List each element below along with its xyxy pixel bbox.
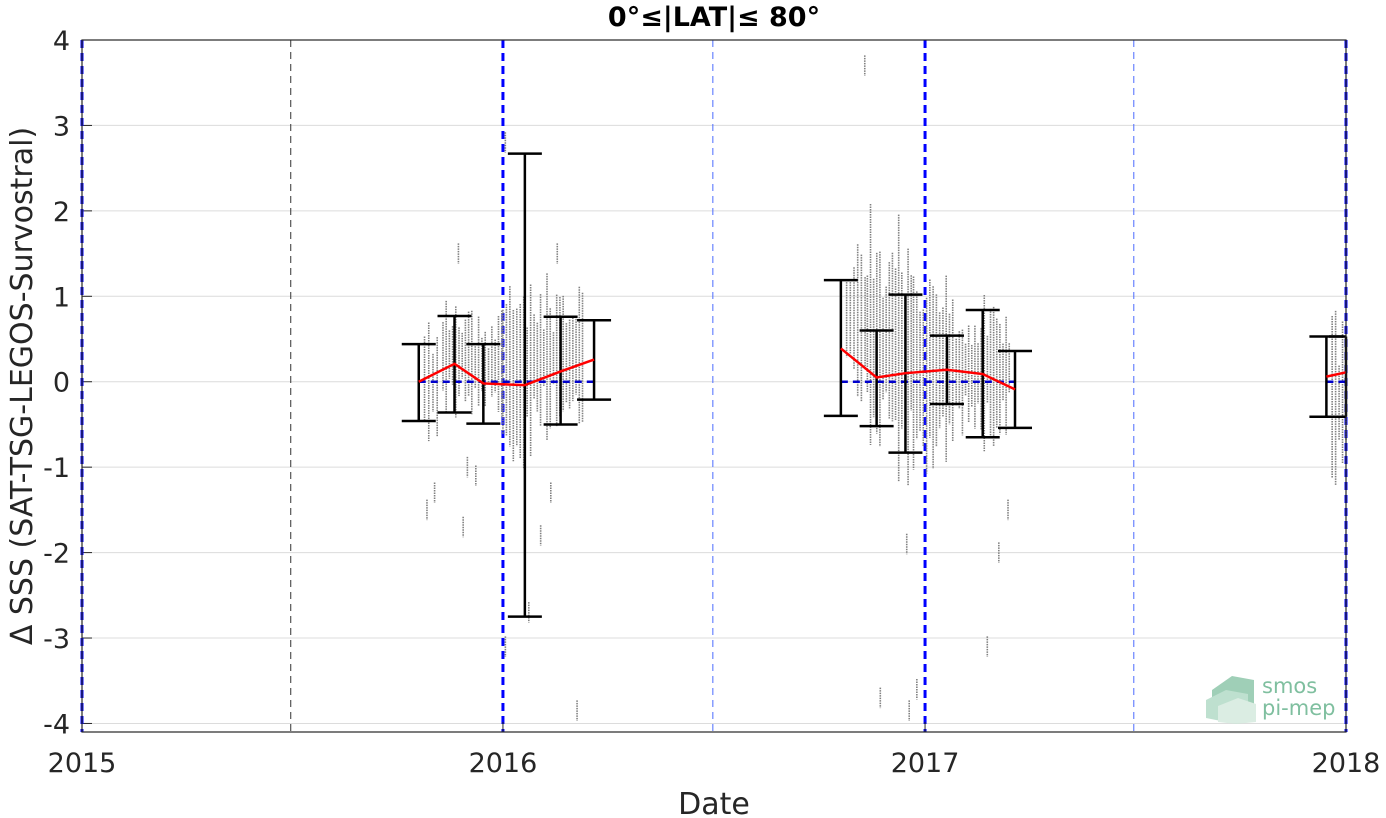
date-reference-lines	[80, 40, 1348, 732]
y-tick-label: 3	[53, 111, 70, 142]
x-tick-labels: 2015 2016 2017 2018	[48, 722, 1381, 779]
y-tick-labels: 4 3 2 1 0 -1 -2 -3 -4	[43, 26, 70, 740]
x-tick-label: 2016	[469, 748, 538, 779]
mean-line-segment	[418, 358, 595, 387]
logo-mark-icon	[1206, 676, 1256, 724]
chart-title: 0°≤|LAT|≤ 80°	[608, 2, 820, 33]
y-tick-label: 1	[53, 282, 70, 313]
grid-lines	[82, 39, 1346, 724]
y-axis-label: Δ SSS (SAT-TSG-LEGOS-Survostral)	[5, 127, 40, 645]
smos-pi-mep-logo: smos pi-mep	[1206, 674, 1335, 724]
y-tick-label: 4	[53, 26, 70, 57]
mean-line-segment	[1326, 371, 1347, 378]
scatter-points	[423, 55, 1347, 721]
error-bar	[401, 342, 436, 423]
y-tick-label: 2	[53, 197, 70, 228]
logo-line2: pi-mep	[1262, 696, 1335, 720]
x-tick-label: 2017	[891, 748, 960, 779]
x-tick-label: 2015	[48, 748, 117, 779]
logo-line1: smos	[1262, 674, 1317, 698]
y-tick-label: -4	[43, 709, 70, 740]
plot-frame	[81, 39, 1347, 733]
y-tick-label: -1	[43, 453, 70, 484]
mean-line-segment	[840, 347, 1016, 391]
x-tick-label: 2018	[1312, 748, 1381, 779]
error-bar	[823, 278, 858, 418]
y-tick-label: -3	[43, 624, 70, 655]
x-axis-label: Date	[678, 787, 750, 818]
y-tick-label: 0	[53, 368, 70, 399]
mean-line	[418, 347, 1347, 391]
y-tick-label: -2	[43, 539, 70, 570]
